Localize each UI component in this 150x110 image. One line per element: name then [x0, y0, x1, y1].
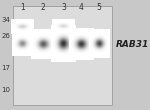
- Text: 3: 3: [61, 3, 66, 12]
- Text: 34: 34: [1, 17, 10, 23]
- FancyBboxPatch shape: [13, 6, 112, 104]
- Text: 2: 2: [41, 3, 46, 12]
- Text: RAB31: RAB31: [116, 39, 149, 49]
- Text: 4: 4: [79, 3, 84, 12]
- Text: 5: 5: [97, 3, 102, 12]
- Text: 10: 10: [1, 87, 10, 93]
- Text: 17: 17: [1, 65, 10, 71]
- Text: 1: 1: [21, 3, 25, 12]
- Text: 26: 26: [1, 33, 10, 39]
